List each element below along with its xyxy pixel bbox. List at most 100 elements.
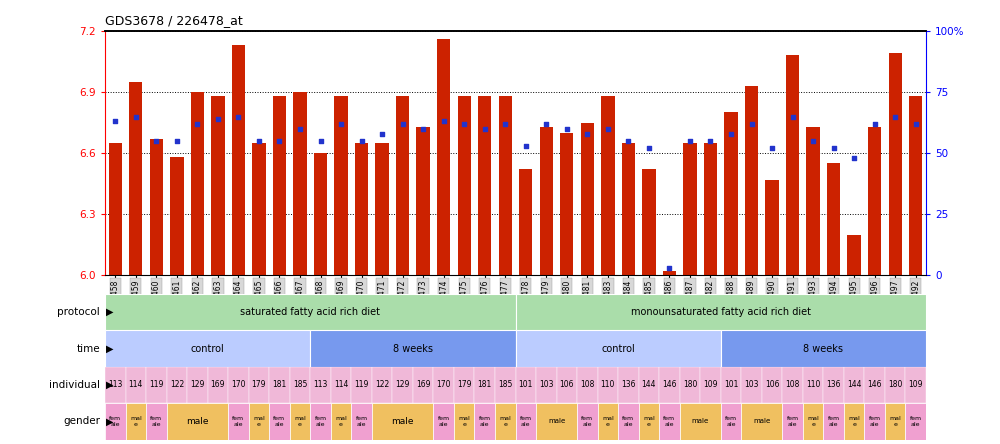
Text: protocol: protocol [57, 307, 100, 317]
Text: 122: 122 [375, 381, 389, 389]
Bar [351, 367, 372, 403]
Bar [700, 367, 721, 403]
Text: fem
ale: fem ale [725, 416, 737, 427]
Text: 185: 185 [498, 381, 512, 389]
Text: ▶: ▶ [106, 416, 114, 426]
Text: 113: 113 [313, 381, 328, 389]
Bar [803, 403, 823, 440]
Text: control: control [601, 344, 635, 353]
Point [251, 138, 267, 145]
Bar [310, 367, 331, 403]
Point [230, 113, 246, 120]
Text: mal
e: mal e [458, 416, 470, 427]
Bar [208, 367, 228, 403]
Bar [252, 143, 266, 275]
Bar [126, 367, 146, 403]
Bar [516, 403, 536, 440]
Point [374, 130, 390, 137]
Text: 129: 129 [395, 381, 410, 389]
Bar [290, 403, 310, 440]
Bar [499, 96, 512, 275]
Text: 119: 119 [149, 381, 164, 389]
Text: 136: 136 [826, 381, 841, 389]
Point [579, 130, 595, 137]
Bar [704, 143, 717, 275]
Bar [146, 367, 167, 403]
Text: individual: individual [49, 380, 100, 390]
Text: 103: 103 [744, 381, 759, 389]
Bar [187, 367, 208, 403]
Text: 169: 169 [211, 381, 225, 389]
Point [600, 125, 616, 132]
Bar [577, 403, 598, 440]
Text: 110: 110 [806, 381, 820, 389]
Bar [557, 367, 577, 403]
Bar [372, 403, 433, 440]
Text: fem
ale: fem ale [869, 416, 881, 427]
Point [169, 138, 185, 145]
Bar [413, 367, 433, 403]
Text: 122: 122 [170, 381, 184, 389]
Bar [474, 403, 495, 440]
Bar [458, 96, 471, 275]
Point [107, 118, 123, 125]
Bar [372, 367, 392, 403]
Point [497, 120, 513, 127]
Bar [314, 153, 327, 275]
Text: 185: 185 [293, 381, 307, 389]
Text: 180: 180 [888, 381, 902, 389]
Bar [601, 96, 615, 275]
Text: gender: gender [63, 416, 100, 426]
Text: 169: 169 [416, 381, 430, 389]
Bar [782, 403, 803, 440]
Bar [516, 330, 721, 367]
Bar [454, 403, 474, 440]
Bar [536, 367, 557, 403]
Text: male: male [391, 417, 414, 426]
Bar [454, 367, 474, 403]
Point [908, 120, 924, 127]
Point [354, 138, 370, 145]
Text: 179: 179 [457, 381, 471, 389]
Bar [191, 92, 204, 275]
Text: 108: 108 [580, 381, 595, 389]
Point [744, 120, 760, 127]
Text: fem
ale: fem ale [581, 416, 593, 427]
Text: 146: 146 [662, 381, 677, 389]
Bar [495, 403, 516, 440]
Point [333, 120, 349, 127]
Point [538, 120, 554, 127]
Text: mal
e: mal e [335, 416, 347, 427]
Point [805, 138, 821, 145]
Bar [310, 330, 516, 367]
Text: 108: 108 [785, 381, 800, 389]
Bar [290, 367, 310, 403]
Bar [167, 403, 228, 440]
Text: 170: 170 [436, 381, 451, 389]
Text: 103: 103 [539, 381, 554, 389]
Bar [581, 123, 594, 275]
Bar [351, 403, 372, 440]
Bar [889, 53, 902, 275]
Text: fem
ale: fem ale [787, 416, 799, 427]
Text: fem
ale: fem ale [520, 416, 532, 427]
Text: fem
ale: fem ale [109, 416, 121, 427]
Text: time: time [76, 344, 100, 353]
Bar [249, 367, 269, 403]
Text: 180: 180 [683, 381, 697, 389]
Bar [663, 271, 676, 275]
Bar [909, 96, 922, 275]
Bar [519, 170, 532, 275]
Bar [618, 403, 639, 440]
Bar [639, 367, 659, 403]
Text: 101: 101 [519, 381, 533, 389]
Bar [433, 367, 454, 403]
Bar [806, 127, 820, 275]
Text: saturated fatty acid rich diet: saturated fatty acid rich diet [240, 307, 380, 317]
Text: fem
ale: fem ale [438, 416, 450, 427]
Point [764, 145, 780, 152]
Bar [577, 367, 598, 403]
Point [415, 125, 431, 132]
Text: 113: 113 [108, 381, 122, 389]
Text: GDS3678 / 226478_at: GDS3678 / 226478_at [105, 14, 243, 27]
